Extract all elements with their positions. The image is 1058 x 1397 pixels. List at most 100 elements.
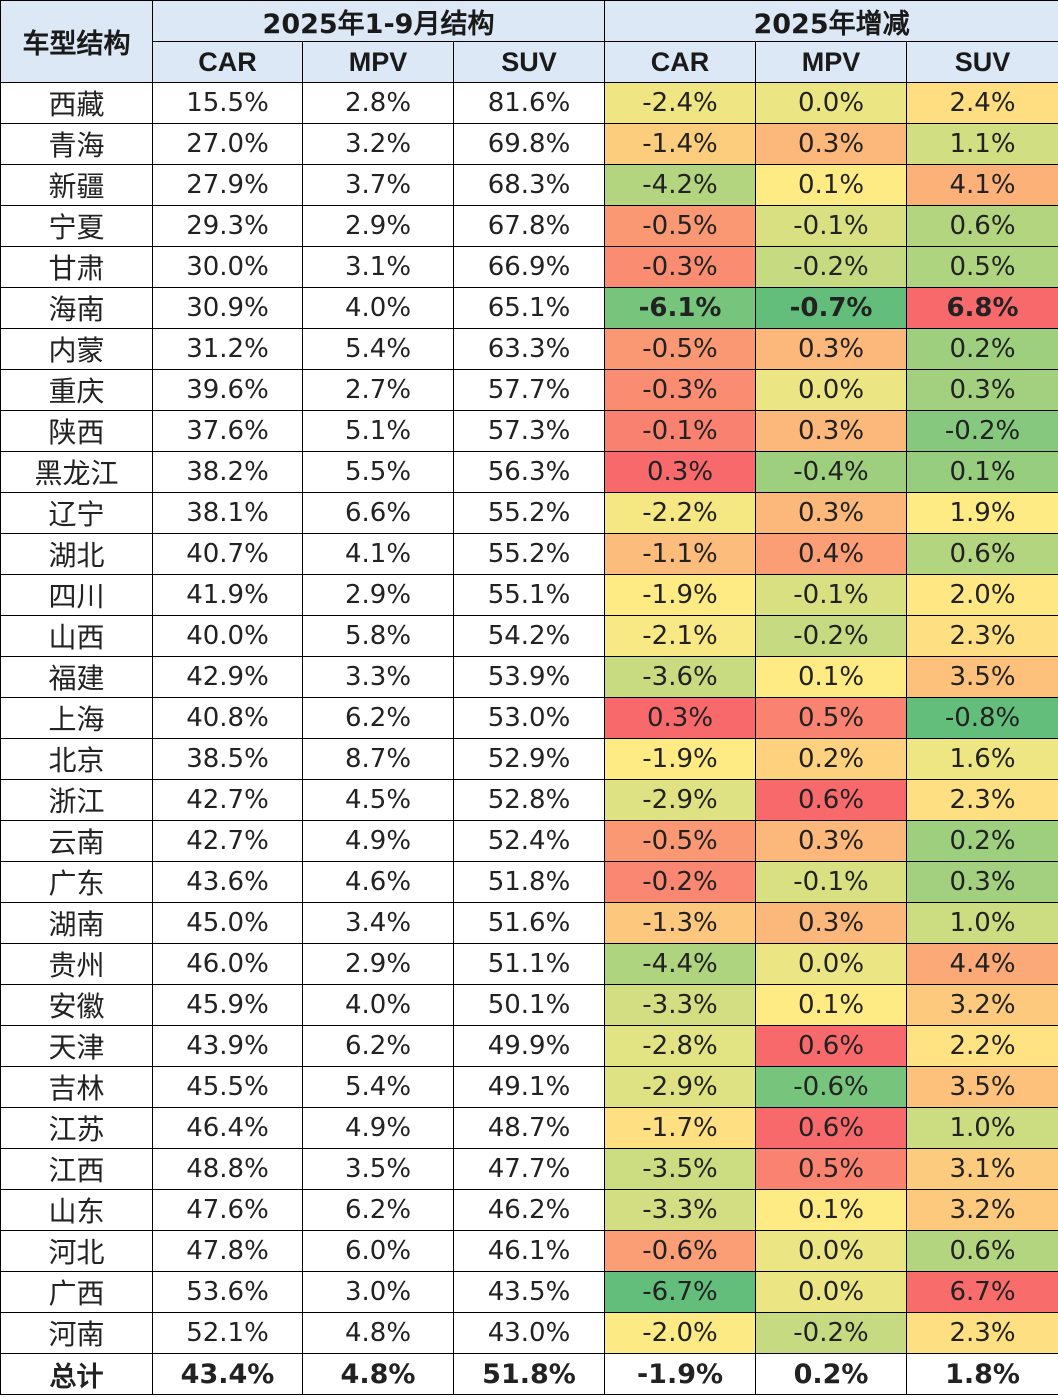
- province-cell: 重庆: [0, 369, 153, 411]
- mpv-change-cell: 0.1%: [755, 656, 908, 698]
- suv-share-cell: 50.1%: [452, 984, 606, 1026]
- mpv-change-cell: 0.5%: [755, 697, 908, 739]
- province-cell: 北京: [0, 738, 153, 780]
- mpv-share-cell: 6.2%: [302, 1189, 454, 1231]
- mpv-share-cell: 8.7%: [302, 738, 454, 780]
- suv-share-cell: 51.1%: [452, 943, 606, 985]
- suv-share-cell: 53.9%: [452, 656, 606, 698]
- province-cell: 陕西: [0, 410, 153, 452]
- car-share-cell: 40.7%: [152, 533, 303, 575]
- mpv-change-cell: -0.2%: [755, 615, 908, 657]
- suv-share-cell: 46.1%: [452, 1230, 606, 1272]
- province-cell: 上海: [0, 697, 153, 739]
- group-header-change: 2025年增减: [604, 0, 1058, 42]
- suv-share-cell: 53.0%: [452, 697, 606, 739]
- mpv-share-cell: 3.5%: [302, 1148, 454, 1190]
- suv-change-cell: 0.3%: [906, 861, 1058, 903]
- province-cell: 海南: [0, 287, 153, 329]
- suv-share-cell: 67.8%: [452, 205, 606, 247]
- mpv-change-cell: 0.1%: [755, 164, 908, 206]
- province-cell: 西藏: [0, 82, 153, 124]
- mpv-change-cell: 0.4%: [755, 533, 908, 575]
- mpv-change-cell: -0.1%: [755, 861, 908, 903]
- province-cell: 山西: [0, 615, 153, 657]
- table-row: 新疆 27.9% 3.7% 68.3% -4.2% 0.1% 4.1%: [0, 164, 1058, 206]
- suv-share-cell: 51.6%: [452, 902, 606, 944]
- car-share-cell: 38.1%: [152, 492, 303, 534]
- car-share-cell: 47.6%: [152, 1189, 303, 1231]
- province-cell: 宁夏: [0, 205, 153, 247]
- mpv-share-cell: 2.9%: [302, 574, 454, 616]
- province-cell: 黑龙江: [0, 451, 153, 493]
- car-share-cell: 48.8%: [152, 1148, 303, 1190]
- mpv-share-cell: 3.0%: [302, 1271, 454, 1313]
- car-change-cell: -2.4%: [604, 82, 757, 124]
- car-change-cell: 0.3%: [604, 451, 757, 493]
- car-share-cell: 38.2%: [152, 451, 303, 493]
- car-change-cell: -0.1%: [604, 410, 757, 452]
- suv-share-cell: 43.5%: [452, 1271, 606, 1313]
- car-change-cell: -0.5%: [604, 205, 757, 247]
- mpv-change-cell: 0.0%: [755, 82, 908, 124]
- suv-change-cell: 3.1%: [906, 1148, 1058, 1190]
- table-row: 广东 43.6% 4.6% 51.8% -0.2% -0.1% 0.3%: [0, 861, 1058, 903]
- table-row: 宁夏 29.3% 2.9% 67.8% -0.5% -0.1% 0.6%: [0, 205, 1058, 247]
- car-share-cell: 45.5%: [152, 1066, 303, 1108]
- table-row: 内蒙 31.2% 5.4% 63.3% -0.5% 0.3% 0.2%: [0, 328, 1058, 370]
- car-share-cell: 52.1%: [152, 1312, 303, 1354]
- suv-share-cell: 49.9%: [452, 1025, 606, 1067]
- table-row: 山西 40.0% 5.8% 54.2% -2.1% -0.2% 2.3%: [0, 615, 1058, 657]
- mpv-share-cell: 4.5%: [302, 779, 454, 821]
- car-change-cell: -0.5%: [604, 820, 757, 862]
- car-share-cell: 42.9%: [152, 656, 303, 698]
- province-cell: 四川: [0, 574, 153, 616]
- car-change-cell: -4.4%: [604, 943, 757, 985]
- mpv-change-cell: 0.2%: [755, 738, 908, 780]
- car-change-cell: -6.7%: [604, 1271, 757, 1313]
- col-header-mpv-change: MPV: [755, 41, 908, 83]
- car-share-cell: 30.0%: [152, 246, 303, 288]
- table-row: 江西 48.8% 3.5% 47.7% -3.5% 0.5% 3.1%: [0, 1148, 1058, 1190]
- suv-change-cell: -0.8%: [906, 697, 1058, 739]
- suv-change-cell: 2.3%: [906, 1312, 1058, 1354]
- suv-share-cell: 47.7%: [452, 1148, 606, 1190]
- table-row: 西藏 15.5% 2.8% 81.6% -2.4% 0.0% 2.4%: [0, 82, 1058, 124]
- car-change-cell: -2.9%: [604, 779, 757, 821]
- province-cell: 新疆: [0, 164, 153, 206]
- table-row: 贵州 46.0% 2.9% 51.1% -4.4% 0.0% 4.4%: [0, 943, 1058, 985]
- mpv-share-cell: 6.6%: [302, 492, 454, 534]
- mpv-share-cell: 5.1%: [302, 410, 454, 452]
- province-cell: 辽宁: [0, 492, 153, 534]
- mpv-share-cell: 2.9%: [302, 205, 454, 247]
- car-change-cell: -4.2%: [604, 164, 757, 206]
- car-share-cell: 45.0%: [152, 902, 303, 944]
- group-header-structure: 2025年1-9月结构: [151, 0, 606, 42]
- mpv-share-cell: 5.4%: [302, 1066, 454, 1108]
- car-change-cell: -3.5%: [604, 1148, 757, 1190]
- mpv-share-cell: 4.9%: [302, 1107, 454, 1149]
- mpv-share-cell: 3.7%: [302, 164, 454, 206]
- suv-share-cell: 52.4%: [452, 820, 606, 862]
- province-cell: 河北: [0, 1230, 153, 1272]
- mpv-share-cell: 3.1%: [302, 246, 454, 288]
- car-share-cell: 27.0%: [152, 123, 303, 165]
- table-row: 云南 42.7% 4.9% 52.4% -0.5% 0.3% 0.2%: [0, 820, 1058, 862]
- mpv-change-cell: 0.3%: [755, 123, 908, 165]
- suv-share-cell: 51.8%: [452, 1353, 606, 1395]
- table-row: 山东 47.6% 6.2% 46.2% -3.3% 0.1% 3.2%: [0, 1189, 1058, 1231]
- suv-change-cell: 4.4%: [906, 943, 1058, 985]
- mpv-share-cell: 3.2%: [302, 123, 454, 165]
- car-share-cell: 15.5%: [152, 82, 303, 124]
- suv-change-cell: 1.1%: [906, 123, 1058, 165]
- mpv-change-cell: -0.4%: [755, 451, 908, 493]
- suv-share-cell: 56.3%: [452, 451, 606, 493]
- car-change-cell: -1.9%: [604, 738, 757, 780]
- suv-share-cell: 57.7%: [452, 369, 606, 411]
- suv-change-cell: 3.5%: [906, 1066, 1058, 1108]
- mpv-share-cell: 4.1%: [302, 533, 454, 575]
- suv-change-cell: 0.5%: [906, 246, 1058, 288]
- suv-share-cell: 66.9%: [452, 246, 606, 288]
- table-row: 广西 53.6% 3.0% 43.5% -6.7% 0.0% 6.7%: [0, 1271, 1058, 1313]
- suv-change-cell: 1.9%: [906, 492, 1058, 534]
